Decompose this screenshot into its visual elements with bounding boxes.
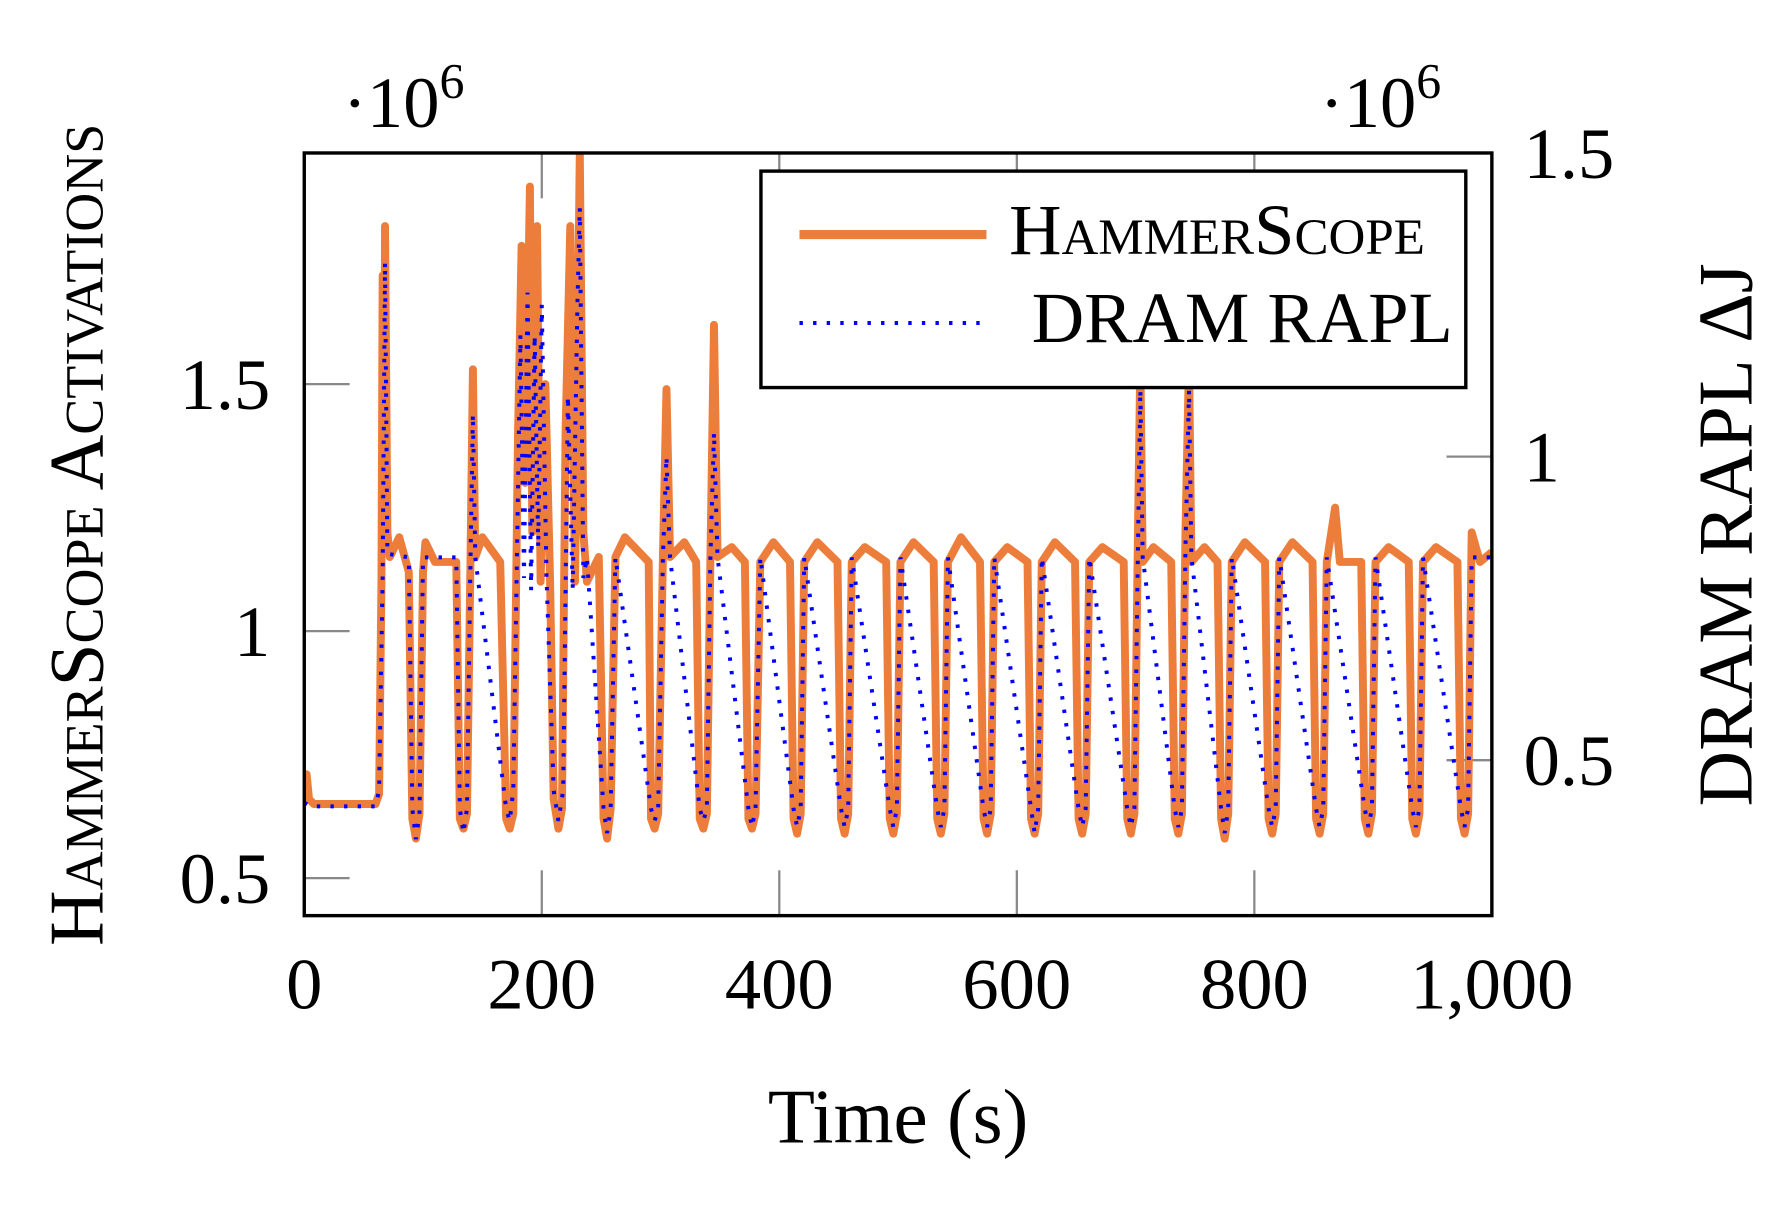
y-tick-label-left: 0.5 [180,838,271,919]
legend-label-hammerscope: HammerScope [1009,189,1425,270]
y-tick-label-left: 1.5 [180,344,271,425]
x-tick-label: 400 [725,944,834,1025]
series-hammerscope [304,152,1492,843]
x-axis-label: Time (s) [768,1073,1028,1159]
y-tick-label-right: 0.5 [1524,720,1615,801]
y-tick-label-right: 1.5 [1524,113,1615,194]
x-tick-label: 1,000 [1410,944,1573,1025]
legend: HammerScope DRAM RAPL [759,169,1468,390]
tick-labels: 0 200 400 600 800 1,000 0.5 1 1.5 0.5 1 1.5 [180,113,1615,1025]
legend-label-dram-rapl: DRAM RAPL [1032,277,1453,358]
y-tick-label-left: 1 [234,591,270,672]
x-tick-label: 600 [962,944,1071,1025]
right-multiplier: ·106 [1320,53,1442,142]
left-multiplier: ·106 [343,53,465,142]
series-dram-rapl [304,207,1492,840]
x-tick-label: 200 [487,944,596,1025]
y-axis-label-left: HammerScope Activations [34,124,120,946]
x-tick-label: 800 [1200,944,1309,1025]
y-axis-label-right: DRAM RAPL ΔJ [1682,263,1768,806]
plot-frame [302,151,1494,918]
y-tick-label-right: 1 [1524,417,1560,498]
x-tick-label: 0 [286,944,322,1025]
legend-box [759,169,1468,390]
